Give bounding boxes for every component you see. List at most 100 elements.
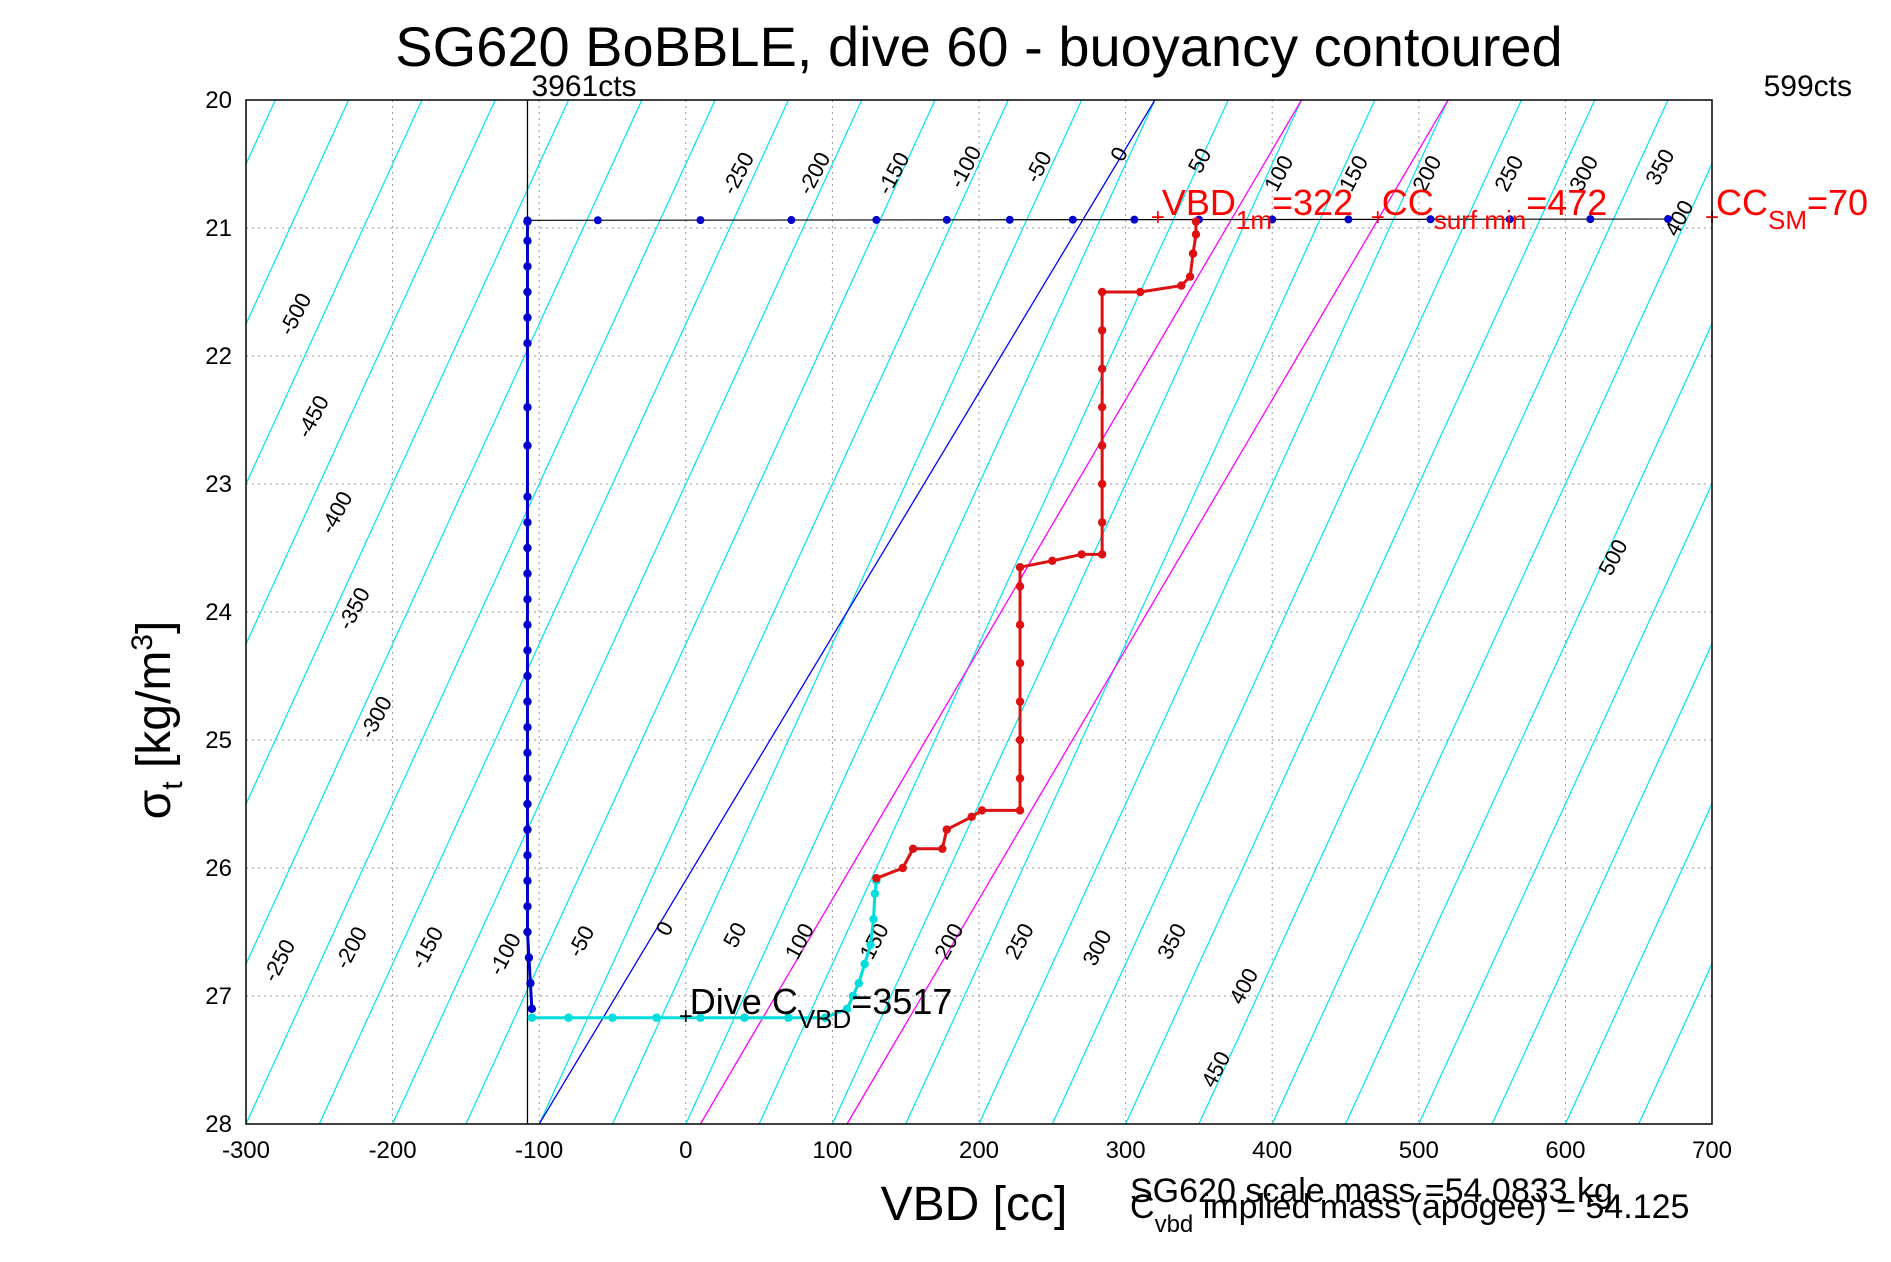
- series-point-dive: [526, 979, 535, 988]
- surface-marker: [787, 216, 796, 225]
- series-point-climb: [1015, 659, 1025, 668]
- series-point-dive: [523, 748, 532, 757]
- reference-line: [699, 100, 1303, 1124]
- y-axis-subscript: t: [156, 781, 189, 790]
- annotation-label: Dive CVBD=3517: [690, 981, 953, 1034]
- series-point-climb: [1077, 550, 1086, 559]
- y-axis-label: σt [kg/m3]: [126, 621, 189, 820]
- surface-marker: [1664, 215, 1673, 224]
- annotation-label: CCsurf min=472: [1382, 182, 1608, 235]
- annotation-main: CC: [1716, 182, 1768, 223]
- contour-line: [905, 100, 1376, 1124]
- y-tick-label: 20: [205, 87, 232, 114]
- annotation-label: VBD1m=322: [1162, 182, 1353, 235]
- y-axis-close: ]: [128, 621, 181, 634]
- series-point-bottom: [652, 1013, 661, 1022]
- surface-marker: [872, 215, 881, 224]
- marker-right: 599cts: [1764, 70, 1852, 103]
- series-point-dive: [523, 876, 532, 885]
- y-tick-label: 21: [205, 215, 232, 242]
- series-point-dive: [523, 492, 532, 501]
- series-point-dive: [523, 646, 532, 655]
- x-tick-label: 100: [812, 1137, 852, 1164]
- x-tick-label: 500: [1399, 1137, 1439, 1164]
- series-point-climb: [1015, 774, 1025, 783]
- contour-line: [685, 100, 1156, 1124]
- series-point-bottom: [784, 1013, 793, 1022]
- series-point-climb: [1097, 550, 1107, 559]
- x-tick-label: -300: [222, 1137, 270, 1164]
- series-point-bottom: [848, 991, 858, 1001]
- series-point-climb: [1097, 326, 1107, 335]
- series-point-dive: [523, 799, 532, 809]
- series-point-climb: [1015, 735, 1025, 745]
- series-point-climb: [1015, 582, 1025, 591]
- y-tick-label: 24: [205, 599, 232, 626]
- contour-line: [831, 100, 1303, 1124]
- series-path-bottom: [531, 880, 878, 1020]
- series-point-climb: [1015, 806, 1025, 815]
- series-point-dive: [523, 697, 532, 706]
- dive-series: [523, 217, 1201, 1022]
- annotation-value: =70: [1807, 182, 1868, 223]
- series-point-climb: [942, 825, 951, 834]
- series-point-bottom: [696, 1013, 705, 1022]
- surface-line-path: [527, 218, 1669, 221]
- surface-marker: [942, 215, 951, 224]
- series-point-climb: [1097, 403, 1107, 412]
- buoyancy-contours: [246, 100, 1712, 1124]
- series-point-dive: [523, 620, 532, 629]
- reference-line: [538, 100, 1156, 1124]
- x-axis-label: VBD [cc]: [881, 1178, 1068, 1231]
- contour-line: [465, 100, 936, 1124]
- contour-line: [758, 100, 1229, 1124]
- series-point-dive: [523, 543, 532, 553]
- y-tick-label: 22: [205, 343, 232, 370]
- series-point-bottom: [860, 959, 869, 969]
- series-point-dive: [523, 595, 532, 604]
- series-point-climb: [1177, 281, 1186, 290]
- annotation-value: =472: [1526, 182, 1607, 223]
- series-point-climb: [1136, 287, 1145, 297]
- series-point-climb: [898, 863, 907, 873]
- y-axis-ticks: 20 21 22 23 24 25 26 27 28: [205, 87, 232, 1138]
- contour-line: [246, 100, 423, 486]
- series-point-climb: [908, 844, 918, 853]
- series-point-climb: [1097, 364, 1107, 373]
- series-point-bottom: [527, 1013, 537, 1022]
- series-point-climb: [1015, 697, 1025, 706]
- contour-line: [1418, 482, 1712, 1124]
- series-point-dive: [523, 287, 532, 297]
- footer-implied-text: implied mass (apogee) = 54.125: [1193, 1188, 1689, 1226]
- series-point-dive: [523, 236, 532, 245]
- y-axis-symbol: σ: [128, 790, 181, 820]
- series-point-climb: [1015, 620, 1025, 629]
- reference-line: [846, 100, 1449, 1124]
- annotation-label: CCSM=70: [1716, 182, 1868, 235]
- series-point-climb: [1097, 518, 1107, 527]
- series-point-bottom: [608, 1013, 617, 1022]
- x-tick-label: 400: [1252, 1137, 1292, 1164]
- annotation-cross: +: [1151, 204, 1165, 231]
- series-point-dive: [523, 403, 532, 412]
- annotation-main: VBD: [1162, 182, 1236, 223]
- footer-c-symbol: C: [1130, 1188, 1155, 1226]
- series-point-dive: [523, 518, 532, 527]
- y-axis-superscript: 3: [126, 634, 159, 651]
- marker-left: 3961cts: [531, 70, 636, 103]
- grid: [246, 100, 1712, 1124]
- contour-line: [1491, 642, 1712, 1124]
- series-point-bottom: [869, 915, 878, 924]
- surface-marker: [1505, 215, 1514, 224]
- annotation-value: =322: [1272, 182, 1353, 223]
- contour-line: [1564, 802, 1712, 1124]
- contour-line: [246, 100, 570, 806]
- series-point-bottom: [870, 889, 880, 898]
- contour-line: [1344, 322, 1712, 1124]
- plot-frame: [245, 99, 1713, 1125]
- x-tick-label: 200: [959, 1137, 999, 1164]
- footer-vbd-subscript: vbd: [1155, 1211, 1194, 1238]
- series-point-dive: [523, 851, 532, 860]
- y-tick-label: 27: [205, 983, 232, 1010]
